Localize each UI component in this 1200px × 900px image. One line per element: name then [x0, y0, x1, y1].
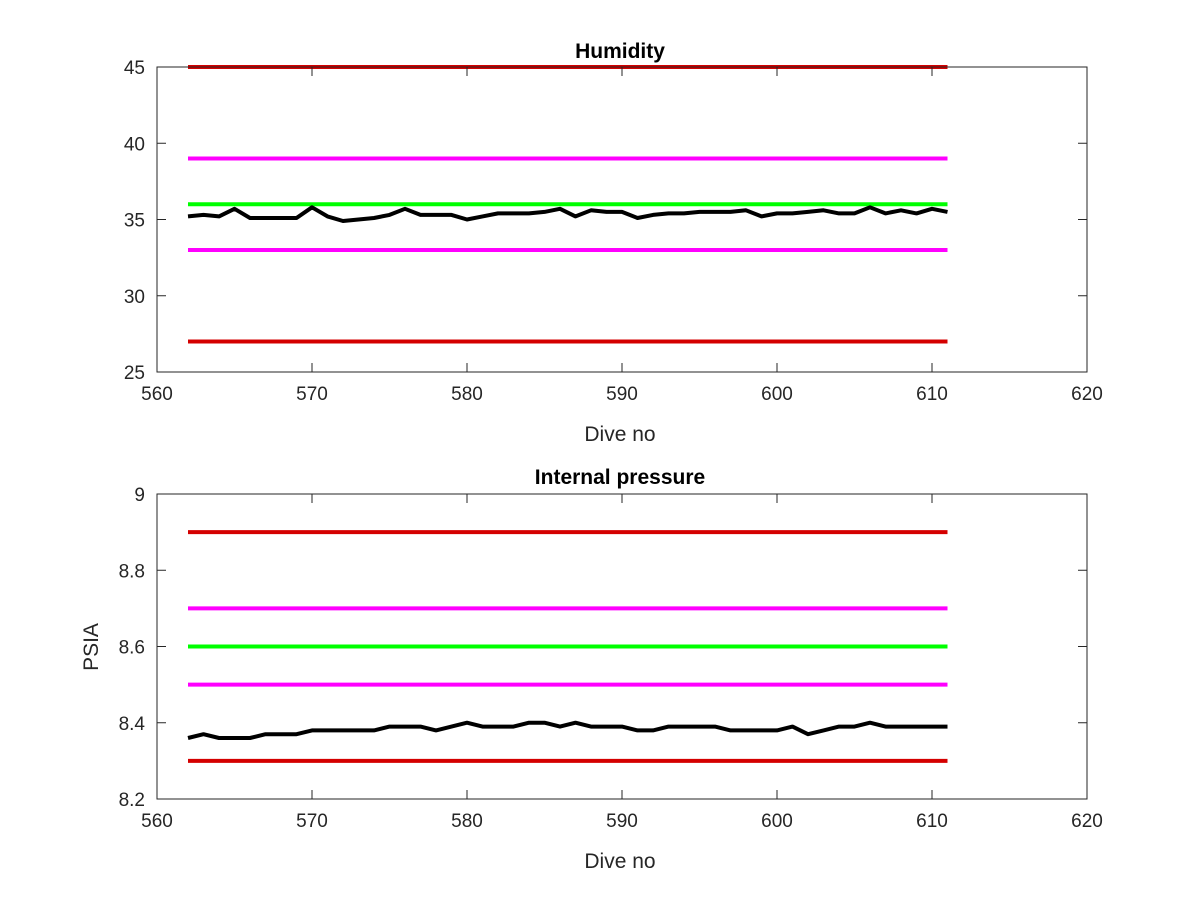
- internal-pressure-x-tick-label: 610: [916, 811, 948, 832]
- internal-pressure-x-axis-label: Dive no: [584, 850, 655, 873]
- internal-pressure-y-tick-label: 8.6: [119, 638, 145, 659]
- internal-pressure-y-tick-label: 8.8: [119, 561, 145, 582]
- internal-pressure-ticks: 560 570 580 590 600 610 620 8.2 8.4 8.6 8.8 9: [119, 485, 1103, 832]
- humidity-x-tick-label: 600: [761, 384, 793, 405]
- humidity-title: Humidity: [575, 40, 665, 63]
- internal-pressure-plot-area: [187, 530, 948, 763]
- internal-pressure-x-tick-label: 600: [761, 811, 793, 832]
- humidity-x-tick-label: 580: [451, 384, 483, 405]
- humidity-subplot: Humidity 560 570 580 590 600 610 620 25 30 35 40 45…: [124, 40, 1103, 446]
- internal-pressure-y-axis-label: PSIA: [80, 623, 103, 671]
- internal-pressure-x-tick-label: 620: [1071, 811, 1103, 832]
- internal-pressure-measured-series-line: [187, 720, 948, 740]
- humidity-x-tick-label: 570: [296, 384, 328, 405]
- internal-pressure-y-tick-label: 8.2: [119, 790, 145, 811]
- humidity-y-tick-label: 35: [124, 211, 145, 232]
- internal-pressure-subplot: Internal pressure 560 570 580 590 600 610 620 8…: [80, 466, 1103, 873]
- humidity-y-tick-label: 25: [124, 363, 145, 384]
- internal-pressure-title: Internal pressure: [535, 466, 705, 489]
- internal-pressure-y-tick-label: 8.4: [119, 714, 146, 735]
- internal-pressure-x-tick-label: 580: [451, 811, 483, 832]
- humidity-x-axis-label: Dive no: [584, 423, 655, 446]
- humidity-ticks: 560 570 580 590 600 610 620 25 30 35 40 45: [124, 58, 1103, 405]
- internal-pressure-x-tick-label: 570: [296, 811, 328, 832]
- humidity-x-tick-label: 620: [1071, 384, 1103, 405]
- humidity-x-tick-label: 560: [141, 384, 173, 405]
- humidity-x-tick-label: 590: [606, 384, 638, 405]
- humidity-measured-series-line: [187, 205, 948, 223]
- humidity-y-tick-label: 40: [124, 134, 145, 155]
- internal-pressure-y-tick-label: 9: [134, 485, 145, 506]
- internal-pressure-x-tick-label: 590: [606, 811, 638, 832]
- humidity-y-tick-label: 45: [124, 58, 145, 79]
- humidity-x-tick-label: 610: [916, 384, 948, 405]
- humidity-y-tick-label: 30: [124, 287, 145, 308]
- internal-pressure-x-tick-label: 560: [141, 811, 173, 832]
